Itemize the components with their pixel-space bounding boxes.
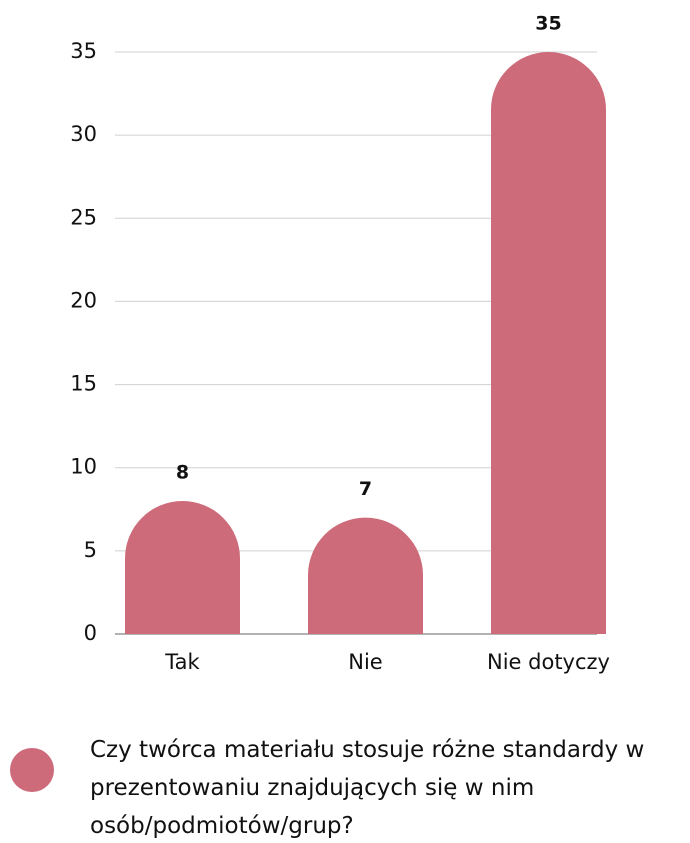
x-tick-label: Nie dotyczy	[487, 650, 610, 674]
legend-label: Czy twórca materiału stosuje różne stand…	[90, 737, 645, 839]
bar	[308, 517, 423, 634]
y-tick-label: 20	[70, 288, 97, 312]
value-label: 7	[359, 478, 372, 500]
y-tick-label: 10	[70, 455, 97, 479]
legend-swatch	[10, 748, 54, 792]
x-tick-label: Tak	[164, 650, 200, 674]
y-tick-label: 15	[70, 372, 97, 396]
bar	[125, 500, 240, 634]
y-tick-label: 5	[84, 538, 97, 562]
x-tick-label: Nie	[348, 650, 382, 674]
value-label: 35	[535, 13, 561, 35]
y-tick-label: 35	[70, 39, 97, 63]
value-label: 8	[176, 461, 189, 483]
bar	[491, 52, 606, 634]
y-tick-label: 0	[84, 621, 97, 645]
y-tick-label: 25	[70, 205, 97, 229]
y-tick-label: 30	[70, 122, 97, 146]
